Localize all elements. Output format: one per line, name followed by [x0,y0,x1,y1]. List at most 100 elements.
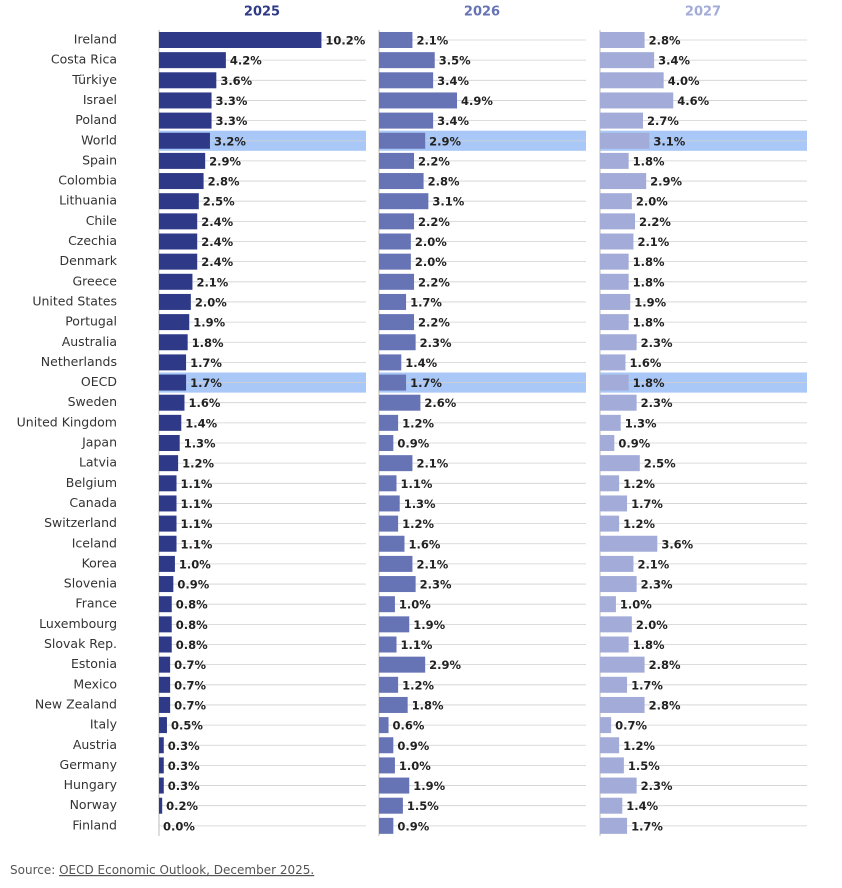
bar [379,475,397,492]
value-label: 2.9% [650,175,682,189]
category-label: Colombia [58,173,117,188]
value-label: 1.2% [623,477,655,491]
value-label: 2.3% [641,578,673,592]
bar [159,132,210,149]
value-label: 0.8% [176,638,208,652]
bar [379,233,411,250]
category-label: Spain [82,152,117,167]
bar [159,757,164,774]
series-header: 2026 [464,5,500,20]
bar [379,213,415,230]
bar [600,777,637,794]
bar [159,777,164,794]
bar [379,576,416,593]
value-label: 0.9% [397,437,429,451]
bar [600,193,632,210]
value-label: 1.4% [626,799,658,813]
value-label: 1.8% [633,255,665,269]
category-label: United States [32,293,117,308]
value-label: 1.0% [179,557,211,571]
value-label: 1.0% [620,598,652,612]
value-label: 1.0% [399,759,431,773]
value-label: 2.3% [420,336,452,350]
value-label: 3.1% [653,134,685,148]
category-label: Hungary [64,777,118,792]
value-label: 1.8% [633,275,665,289]
bar [379,173,424,190]
value-label: 2.0% [636,195,668,209]
bar [600,676,628,693]
bar [379,817,394,834]
value-label: 1.1% [401,638,433,652]
value-label: 2.1% [637,235,669,249]
bar [379,717,389,734]
value-label: 4.0% [668,74,700,88]
bar [600,334,637,351]
value-label: 0.3% [168,759,200,773]
bar [159,414,182,431]
bar [379,495,400,512]
bar [379,152,415,169]
bar [379,92,458,109]
value-label: 1.8% [633,154,665,168]
bar [159,717,167,734]
bar [379,334,416,351]
bar [159,112,212,129]
bar [379,515,399,532]
bar [159,797,163,814]
bar [600,495,628,512]
category-label: Belgium [66,475,117,490]
value-label: 1.2% [402,678,434,692]
bar [600,253,629,270]
bar [600,233,634,250]
bar [159,334,188,351]
value-label: 2.4% [201,235,233,249]
bar [600,515,620,532]
value-label: 1.8% [633,638,665,652]
category-label: Denmark [60,253,118,268]
category-label: Austria [73,737,117,752]
category-label: Costa Rica [51,52,117,67]
value-label: 0.8% [176,618,208,632]
value-label: 2.5% [203,195,235,209]
bar [379,52,435,69]
category-label: Australia [62,334,117,349]
category-label: United Kingdom [17,414,117,429]
value-label: 1.7% [410,295,442,309]
value-label: 2.1% [416,557,448,571]
value-label: 1.7% [190,376,222,390]
value-label: 2.5% [644,457,676,471]
source-link[interactable]: OECD Economic Outlook, December 2025. [59,863,314,877]
bar [159,576,174,593]
value-label: 0.7% [174,658,206,672]
value-label: 1.3% [625,416,657,430]
category-label: Switzerland [44,515,117,530]
value-label: 1.5% [628,759,660,773]
bar [600,374,629,391]
bar [600,152,629,169]
bar [600,112,643,129]
bar [379,797,403,814]
bar [379,636,397,653]
value-label: 2.1% [416,457,448,471]
bar [379,656,426,673]
bar [379,777,410,794]
bar [600,656,645,673]
source: Source: OECD Economic Outlook, December … [10,863,314,877]
value-label: 0.5% [171,719,203,733]
bar [159,676,171,693]
value-label: 3.4% [658,54,690,68]
value-label: 2.8% [428,175,460,189]
value-label: 2.9% [429,134,461,148]
value-label: 1.7% [631,678,663,692]
bar [600,737,620,754]
category-label: Norway [70,797,118,812]
bar [379,696,408,713]
category-label: New Zealand [35,696,117,711]
category-label: Mexico [73,676,117,691]
category-label: Poland [75,112,117,127]
value-label: 1.9% [413,618,445,632]
bar [600,757,624,774]
category-label: Ireland [74,32,117,47]
